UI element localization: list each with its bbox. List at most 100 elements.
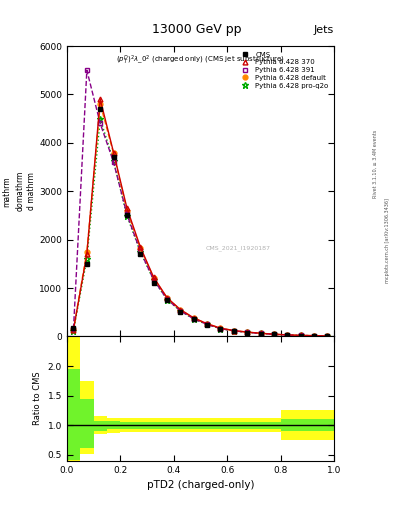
Y-axis label: $\frac{1}{N}$ $\frac{dN}{d}$
mathrm dig
mathrm
d$o$mathrm
d mathrm: $\frac{1}{N}$ $\frac{dN}{d}$ mathrm dig … <box>0 169 36 214</box>
CMS <box>165 297 169 303</box>
Pythia 6.428 pro-q2o <box>258 330 263 336</box>
Pythia 6.428 370 <box>218 325 223 331</box>
CMS <box>84 261 89 267</box>
Pythia 6.428 default <box>298 332 303 338</box>
Pythia 6.428 pro-q2o <box>285 332 290 338</box>
Pythia 6.428 default <box>125 207 129 214</box>
Pythia 6.428 370 <box>272 331 276 337</box>
Pythia 6.428 370 <box>245 329 250 335</box>
Pythia 6.428 391 <box>325 333 330 339</box>
Pythia 6.428 391 <box>165 296 169 302</box>
CMS <box>325 333 330 339</box>
Pythia 6.428 pro-q2o <box>71 328 76 334</box>
Pythia 6.428 default <box>165 295 169 301</box>
Pythia 6.428 default <box>178 307 183 313</box>
Pythia 6.428 391 <box>245 329 250 335</box>
Text: 13000 GeV pp: 13000 GeV pp <box>152 23 241 36</box>
Pythia 6.428 391 <box>84 67 89 73</box>
CMS <box>258 331 263 337</box>
Pythia 6.428 370 <box>258 330 263 336</box>
Text: $(p_T^D)^2\lambda\_0^2$ (charged only) (CMS jet substructure): $(p_T^D)^2\lambda\_0^2$ (charged only) (… <box>116 53 285 67</box>
Pythia 6.428 pro-q2o <box>151 277 156 283</box>
Line: Pythia 6.428 pro-q2o: Pythia 6.428 pro-q2o <box>70 116 331 339</box>
Pythia 6.428 370 <box>312 333 316 339</box>
Pythia 6.428 default <box>231 328 236 334</box>
Pythia 6.428 default <box>71 326 76 332</box>
Pythia 6.428 pro-q2o <box>138 249 143 255</box>
Pythia 6.428 default <box>98 101 103 107</box>
Pythia 6.428 pro-q2o <box>272 331 276 337</box>
Pythia 6.428 370 <box>165 294 169 301</box>
Pythia 6.428 default <box>138 245 143 251</box>
Line: Pythia 6.428 370: Pythia 6.428 370 <box>71 97 330 338</box>
Pythia 6.428 default <box>205 321 209 327</box>
CMS <box>191 316 196 323</box>
Pythia 6.428 391 <box>191 316 196 322</box>
CMS <box>298 332 303 338</box>
CMS <box>98 106 103 112</box>
CMS <box>178 309 183 315</box>
Text: Rivet 3.1.10, ≥ 3.4M events: Rivet 3.1.10, ≥ 3.4M events <box>373 130 378 198</box>
Text: Jets: Jets <box>314 25 334 35</box>
Pythia 6.428 391 <box>285 332 290 338</box>
Pythia 6.428 391 <box>258 330 263 336</box>
Pythia 6.428 370 <box>231 328 236 334</box>
Pythia 6.428 pro-q2o <box>191 316 196 322</box>
Pythia 6.428 default <box>84 249 89 255</box>
CMS <box>231 328 236 334</box>
CMS <box>205 322 209 328</box>
Pythia 6.428 pro-q2o <box>98 116 103 122</box>
Pythia 6.428 391 <box>312 333 316 339</box>
Pythia 6.428 pro-q2o <box>111 158 116 164</box>
Pythia 6.428 391 <box>98 120 103 126</box>
Pythia 6.428 391 <box>125 211 129 218</box>
Pythia 6.428 391 <box>178 308 183 314</box>
Pythia 6.428 pro-q2o <box>178 308 183 314</box>
Pythia 6.428 default <box>245 329 250 335</box>
Pythia 6.428 370 <box>285 332 290 338</box>
Y-axis label: Ratio to CMS: Ratio to CMS <box>33 372 42 425</box>
Pythia 6.428 391 <box>111 159 116 165</box>
Pythia 6.428 default <box>272 331 276 337</box>
Pythia 6.428 pro-q2o <box>125 213 129 219</box>
Pythia 6.428 391 <box>272 331 276 337</box>
Pythia 6.428 370 <box>111 150 116 156</box>
Pythia 6.428 default <box>312 333 316 339</box>
Pythia 6.428 pro-q2o <box>218 326 223 332</box>
CMS <box>218 326 223 332</box>
Pythia 6.428 default <box>325 333 330 339</box>
Pythia 6.428 370 <box>298 332 303 338</box>
Pythia 6.428 391 <box>218 326 223 332</box>
Pythia 6.428 391 <box>298 332 303 338</box>
Pythia 6.428 370 <box>205 321 209 327</box>
Pythia 6.428 pro-q2o <box>231 328 236 334</box>
Pythia 6.428 default <box>191 315 196 321</box>
Pythia 6.428 370 <box>84 251 89 257</box>
Pythia 6.428 370 <box>178 307 183 313</box>
Pythia 6.428 default <box>258 330 263 336</box>
Pythia 6.428 pro-q2o <box>205 322 209 328</box>
Pythia 6.428 pro-q2o <box>84 256 89 262</box>
Pythia 6.428 pro-q2o <box>325 333 330 339</box>
Pythia 6.428 370 <box>125 205 129 211</box>
Pythia 6.428 370 <box>138 244 143 250</box>
Pythia 6.428 370 <box>151 274 156 281</box>
Pythia 6.428 pro-q2o <box>298 332 303 338</box>
Pythia 6.428 370 <box>325 333 330 339</box>
Pythia 6.428 pro-q2o <box>245 329 250 335</box>
Pythia 6.428 pro-q2o <box>312 333 316 339</box>
Pythia 6.428 default <box>151 275 156 281</box>
CMS <box>245 329 250 335</box>
CMS <box>151 280 156 286</box>
CMS <box>71 325 76 331</box>
Pythia 6.428 370 <box>191 315 196 321</box>
Pythia 6.428 370 <box>71 327 76 333</box>
Pythia 6.428 370 <box>98 96 103 102</box>
Pythia 6.428 391 <box>138 248 143 254</box>
X-axis label: pTD2 (charged-only): pTD2 (charged-only) <box>147 480 254 490</box>
Line: Pythia 6.428 391: Pythia 6.428 391 <box>71 68 330 338</box>
Pythia 6.428 391 <box>151 276 156 283</box>
Pythia 6.428 default <box>218 325 223 331</box>
Pythia 6.428 default <box>111 151 116 157</box>
CMS <box>111 154 116 160</box>
